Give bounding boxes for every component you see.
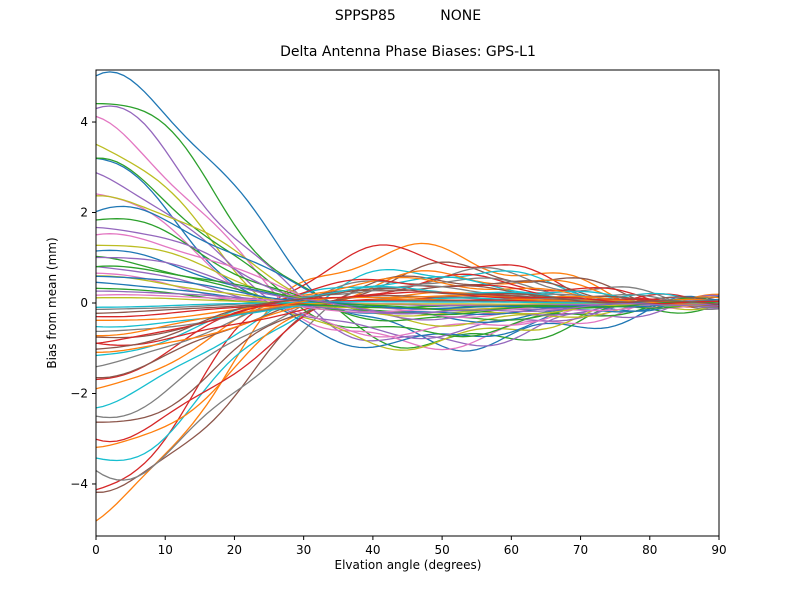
- line-series: [95, 288, 720, 350]
- x-tick-label: 70: [573, 543, 588, 557]
- line-series: [95, 270, 720, 449]
- y-tick-label: −2: [70, 386, 88, 400]
- line-series: [95, 291, 719, 345]
- x-tick-label: 60: [504, 543, 519, 557]
- line-series: [95, 242, 720, 522]
- y-tick-label: 2: [80, 206, 88, 220]
- x-tick-label: 20: [227, 543, 242, 557]
- line-series: [95, 157, 720, 338]
- x-tick-label: 30: [296, 543, 311, 557]
- line-series: [95, 105, 720, 347]
- y-tick-label: 4: [80, 115, 88, 129]
- line-series: [95, 276, 720, 409]
- line-series: [96, 294, 720, 337]
- y-tick-label: 0: [80, 296, 88, 310]
- x-tick-label: 0: [92, 543, 100, 557]
- x-axis-label: Elvation angle (degrees): [334, 558, 482, 572]
- chart-title: Delta Antenna Phase Biases: GPS-L1: [280, 44, 536, 60]
- x-tick-label: 50: [434, 543, 449, 557]
- x-tick-label: 80: [642, 543, 657, 557]
- line-series: [96, 256, 720, 314]
- figure-suptitle: SPPSP85 NONE: [334, 8, 482, 24]
- x-tick-label: 10: [158, 543, 173, 557]
- x-tick-label: 40: [365, 543, 380, 557]
- x-tick-label: 90: [711, 543, 726, 557]
- line-series: [95, 265, 720, 312]
- y-tick-label: −4: [70, 477, 88, 491]
